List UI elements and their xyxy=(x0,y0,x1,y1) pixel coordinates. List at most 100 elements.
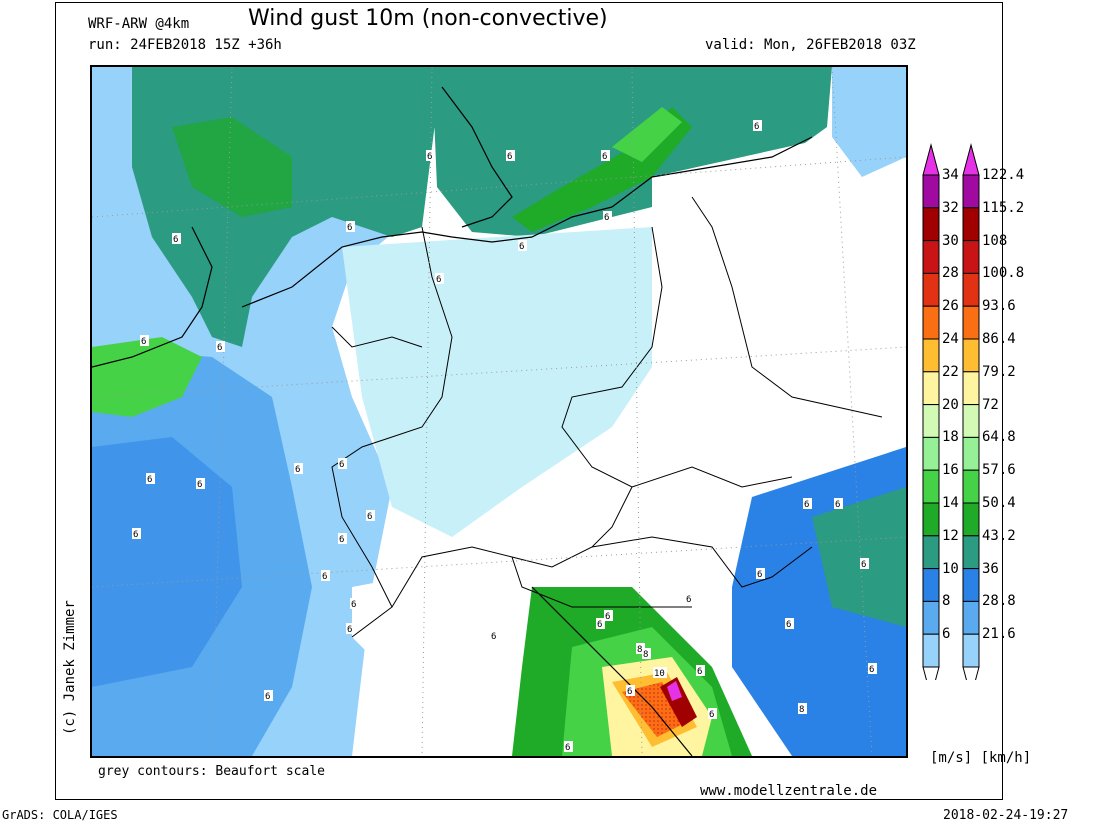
beaufort-label-bg xyxy=(321,570,330,581)
legend-ms-label: 24 xyxy=(942,331,959,347)
legend-kmh-label: 122.4 xyxy=(982,167,1025,183)
beaufort-label: 6 xyxy=(697,667,702,677)
beaufort-label: 6 xyxy=(339,535,344,545)
legend-ms-swatch-1 xyxy=(922,207,940,242)
legend-kmh-swatch-10 xyxy=(962,502,980,537)
field-14ms-east xyxy=(812,487,906,627)
legend-kmh-swatch-3 xyxy=(962,272,980,307)
legend-kmh-swatch-0 xyxy=(962,174,980,209)
graticule xyxy=(92,67,906,756)
beaufort-label: 6 xyxy=(507,152,512,162)
beaufort-label-bg xyxy=(196,478,205,489)
legend-kmh-label: 93.6 xyxy=(982,298,1016,315)
grads-credit: GrADS: COLA/IGES xyxy=(2,808,118,822)
beaufort-label-bg xyxy=(696,665,705,676)
field-8ms-northeast xyxy=(832,67,906,177)
beaufort-label: 8 xyxy=(643,650,648,660)
legend-ms-label: 8 xyxy=(942,593,951,610)
legend-kmh-label: 72 xyxy=(982,396,999,413)
beaufort-labels: 6 6 6 6 6 6 6 6 6 6 6 6 6 6 6 6 6 6 6 6 6 6 6 6 6 6 6 6 6 6 6 6 6 6 8 10 8 6 6… xyxy=(132,120,877,753)
legend-ms-label: 12 xyxy=(942,527,959,544)
beaufort-label: 6 xyxy=(605,612,610,622)
beaufort-label-bg xyxy=(350,598,359,609)
beaufort-label: 6 xyxy=(565,743,570,753)
beaufort-label-bg xyxy=(685,593,694,604)
legend-kmh-label: 100.8 xyxy=(982,265,1025,282)
legend-units: [m/s] [km/h] xyxy=(930,750,1032,766)
legend-kmh-label: 21.6 xyxy=(982,626,1016,643)
field-16ms-baltic xyxy=(612,107,682,162)
legend-kmh-label: 79.2 xyxy=(982,363,1016,380)
beaufort-label-bg xyxy=(753,120,762,131)
beaufort-label: 6 xyxy=(322,572,327,582)
beaufort-label-bg xyxy=(642,648,651,659)
beaufort-label: 6 xyxy=(351,600,356,610)
legend-kmh-arrow-bottom xyxy=(962,666,980,699)
legend-kmh-label: 28.8 xyxy=(982,593,1016,610)
beaufort-label: 6 xyxy=(295,465,300,475)
copyright-note: (c) Janek Zimmer xyxy=(62,600,78,735)
legend-kmh-label: 115.2 xyxy=(982,199,1025,216)
beaufort-label-bg xyxy=(834,498,843,509)
field-6ms-central xyxy=(342,227,652,537)
beaufort-label: 6 xyxy=(861,560,866,570)
legend-ms-swatch-13 xyxy=(922,600,940,635)
beaufort-label: 6 xyxy=(133,530,138,540)
legend-kmh-label: 50.4 xyxy=(982,495,1016,511)
beaufort-label: 6 xyxy=(597,620,602,630)
map-canvas: 6 6 6 6 6 6 6 6 6 6 6 6 6 6 6 6 6 6 6 6 6 6 6 6 6 6 6 6 6 6 6 6 6 6 8 10 8 6 6… xyxy=(92,67,906,756)
beaufort-label-bg xyxy=(264,690,273,701)
beaufort-label-bg xyxy=(506,150,515,161)
beaufort-label: 6 xyxy=(427,152,432,162)
website-link[interactable]: www.modellzentrale.de xyxy=(700,783,878,799)
beaufort-label: 6 xyxy=(627,687,632,697)
coastlines xyxy=(92,86,813,756)
legend-ms-label: 32 xyxy=(942,199,959,216)
field-calm-poland xyxy=(652,137,882,397)
country-borders xyxy=(331,196,883,638)
beaufort-label: 6 xyxy=(709,710,714,720)
wind-gust-map: 6 6 6 6 6 6 6 6 6 6 6 6 6 6 6 6 6 6 6 6 6 6 6 6 6 6 6 6 6 6 6 6 6 6 8 10 8 6 6… xyxy=(90,65,908,758)
beaufort-label: 8 xyxy=(637,645,642,655)
beaufort-label-bg xyxy=(626,685,635,696)
beaufort-label: 6 xyxy=(347,223,352,233)
beaufort-label: 8 xyxy=(799,705,804,715)
legend-ms-swatch-9 xyxy=(922,469,940,504)
legend-ms-swatch-14 xyxy=(922,633,940,668)
beaufort-label-bg xyxy=(216,341,225,352)
beaufort-label: 6 xyxy=(757,570,762,580)
render-timestamp: 2018-02-24-19:27 xyxy=(943,808,1069,823)
beaufort-label-bg xyxy=(756,568,765,579)
legend-ms-swatch-2 xyxy=(922,240,940,274)
field-14ms-north-sea xyxy=(172,117,292,217)
legend-ms-label: 28 xyxy=(942,265,959,282)
beaufort-label-bg xyxy=(346,623,355,634)
beaufort-label: 10 xyxy=(654,669,665,679)
legend-kmh-swatch-13 xyxy=(962,600,980,635)
beaufort-label-bg xyxy=(490,630,499,641)
legend-ms-arrow-bottom xyxy=(922,666,940,699)
legend-ms-swatch-3 xyxy=(922,272,940,307)
legend-ms-label: 6 xyxy=(942,626,951,643)
beaufort-label: 6 xyxy=(347,625,352,635)
legend-ms-label: 14 xyxy=(942,495,959,511)
beaufort-label-bg xyxy=(338,533,347,544)
legend-ms-label: 30 xyxy=(942,232,959,249)
map-title: Wind gust 10m (non-convective) xyxy=(248,6,608,31)
beaufort-label: 6 xyxy=(367,512,372,522)
beaufort-label-bg xyxy=(653,667,667,678)
beaufort-label: 6 xyxy=(754,122,759,132)
model-label: WRF-ARW @4km xyxy=(88,16,190,32)
beaufort-label-bg xyxy=(798,703,807,714)
field-34ms-adriatic xyxy=(667,681,682,701)
legend-kmh-swatch-12 xyxy=(962,568,980,602)
legend-ms-swatch-8 xyxy=(922,436,940,471)
beaufort-label-bg xyxy=(518,240,527,251)
beaufort-label: 6 xyxy=(217,343,222,353)
beaufort-label: 6 xyxy=(147,475,152,485)
legend-kmh-label: 64.8 xyxy=(982,429,1016,446)
run-label: run: 24FEB2018 15Z +36h xyxy=(88,37,282,53)
beaufort-label: 6 xyxy=(835,500,840,510)
beaufort-label-bg xyxy=(564,741,573,752)
figure-frame xyxy=(55,2,1003,800)
